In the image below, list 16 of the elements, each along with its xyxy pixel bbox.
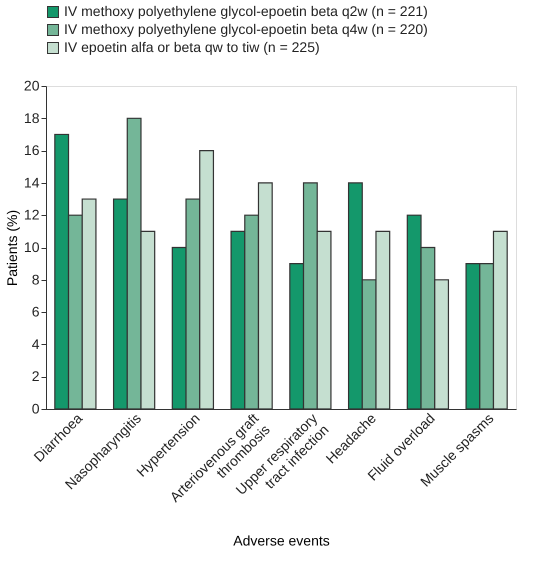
y-tick-label: 12 xyxy=(24,206,40,223)
y-tick-label: 2 xyxy=(32,368,40,384)
y-tick-label: 10 xyxy=(24,239,40,255)
y-axis-title: Patients (%) xyxy=(4,210,20,286)
y-tick-label: 18 xyxy=(24,110,40,126)
legend-label: IV methoxy polyethylene glycol-epoetin beta q2w (n = 221) xyxy=(64,3,428,19)
y-tick-label: 6 xyxy=(32,304,40,320)
y-tick-label: 14 xyxy=(24,174,40,190)
legend-label: IV epoetin alfa or beta qw to tiw (n = 225) xyxy=(64,39,320,55)
legend-label: IV methoxy polyethylene glycol-epoetin beta q4w (n = 220) xyxy=(64,21,428,37)
y-tick-label: 20 xyxy=(24,78,40,94)
y-tick-label: 4 xyxy=(32,336,40,352)
y-tick-label: 16 xyxy=(24,142,40,158)
x-axis-title: Adverse events xyxy=(233,532,330,548)
y-tick-label: 0 xyxy=(32,400,40,416)
y-tick-label: 8 xyxy=(32,271,40,288)
